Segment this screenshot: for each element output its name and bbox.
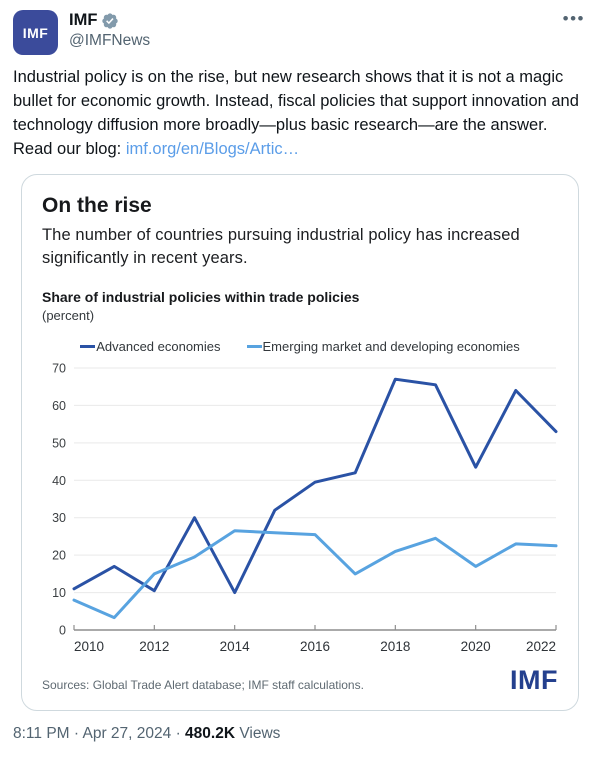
x-axis-label: 2016 bbox=[300, 639, 330, 654]
chart-title: Share of industrial policies within trad… bbox=[42, 289, 360, 305]
series-line bbox=[72, 529, 558, 620]
x-axis-label: 2014 bbox=[220, 639, 251, 654]
imf-logo: IMF bbox=[510, 665, 558, 695]
legend-dash-icon bbox=[80, 345, 96, 348]
chart-area: 0 10 20 30 40 50 60 70 2010 2012 2014 2016 2018 2020 2… bbox=[42, 358, 558, 663]
chart-legend: Advanced economies Emerging market and de… bbox=[42, 339, 558, 354]
tweet-header: IMF IMF @IMFNews ••• bbox=[13, 10, 587, 55]
tweet-text: Industrial policy is on the rise, but ne… bbox=[13, 65, 587, 161]
header-names: IMF @IMFNews bbox=[69, 10, 561, 50]
y-axis-label: 50 bbox=[52, 436, 66, 450]
views-label: Views bbox=[235, 725, 281, 742]
x-axis-label: 2020 bbox=[461, 639, 491, 654]
legend-item: Emerging market and developing economies bbox=[246, 339, 520, 354]
tweet-link[interactable]: imf.org/en/Blogs/Artic… bbox=[125, 140, 300, 158]
avatar[interactable]: IMF bbox=[13, 10, 58, 55]
x-axis-label: 2012 bbox=[139, 639, 169, 654]
more-icon[interactable]: ••• bbox=[562, 9, 585, 28]
legend-item: Advanced economies bbox=[80, 339, 221, 354]
x-axis-label: 2010 bbox=[74, 639, 104, 654]
line-chart: 0 10 20 30 40 50 60 70 2010 2012 2014 2016 2018 2020 2… bbox=[52, 362, 558, 654]
y-axis-label: 40 bbox=[52, 474, 66, 488]
chart-sources: Sources: Global Trade Alert database; IM… bbox=[42, 678, 364, 692]
separator: · bbox=[171, 725, 186, 742]
x-axis-label: 2018 bbox=[380, 639, 410, 654]
display-name[interactable]: IMF bbox=[69, 11, 98, 29]
series-line bbox=[72, 377, 558, 595]
card-title: On the rise bbox=[42, 194, 152, 217]
timestamp-row: 8:11 PM · Apr 27, 2024 · 480.2K Views bbox=[13, 725, 587, 743]
legend-label: Advanced economies bbox=[96, 339, 221, 354]
card-footer: Sources: Global Trade Alert database; IM… bbox=[42, 665, 558, 696]
y-axis-label: 0 bbox=[59, 624, 66, 638]
y-axis-label: 30 bbox=[52, 511, 66, 525]
legend-label: Emerging market and developing economies bbox=[262, 339, 520, 354]
user-handle[interactable]: @IMFNews bbox=[69, 32, 151, 49]
verified-badge-icon bbox=[102, 12, 119, 29]
timestamp[interactable]: 8:11 PM · Apr 27, 2024 bbox=[13, 725, 172, 742]
x-axis-label: 2022 bbox=[526, 639, 556, 654]
card-subtitle: The number of countries pursuing industr… bbox=[42, 226, 520, 267]
y-axis-label: 10 bbox=[52, 586, 66, 600]
chart-block: Share of industrial policies within trad… bbox=[42, 289, 558, 663]
views-count: 480.2K bbox=[185, 725, 236, 742]
y-axis-label: 70 bbox=[52, 362, 66, 376]
chart-units-label: (percent) bbox=[42, 308, 95, 323]
y-axis-label: 60 bbox=[52, 399, 66, 413]
avatar-text: IMF bbox=[22, 24, 49, 41]
tweet-body-text: Industrial policy is on the rise, but ne… bbox=[13, 68, 579, 158]
y-axis-label: 20 bbox=[52, 549, 66, 563]
embedded-chart-card[interactable]: On the rise The number of countries purs… bbox=[21, 174, 579, 711]
legend-dash-icon bbox=[246, 345, 262, 348]
